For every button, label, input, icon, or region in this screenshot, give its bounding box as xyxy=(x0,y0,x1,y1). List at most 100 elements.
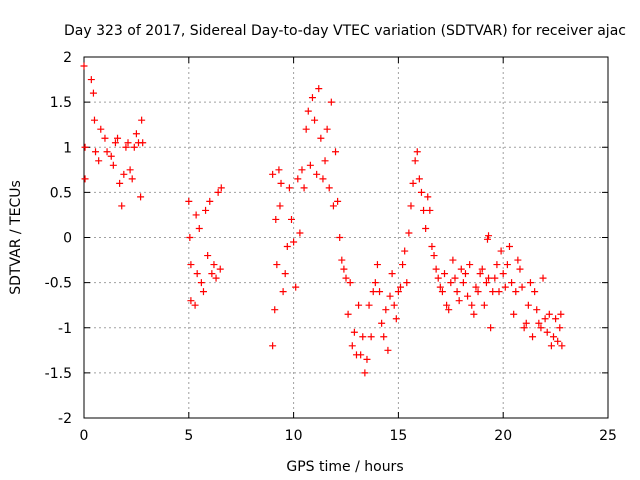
data-point-marker xyxy=(269,342,277,350)
data-point-marker xyxy=(342,274,350,282)
data-point-marker xyxy=(195,224,203,232)
data-point-marker xyxy=(499,270,507,278)
data-points xyxy=(80,62,566,377)
data-point-marker xyxy=(455,297,463,305)
data-point-marker xyxy=(474,288,482,296)
data-point-marker xyxy=(550,333,558,341)
data-point-marker xyxy=(386,292,394,300)
data-point-marker xyxy=(217,184,225,192)
data-point-marker xyxy=(281,270,289,278)
data-point-marker xyxy=(304,107,312,115)
y-tick-label: -1.5 xyxy=(45,366,72,382)
data-point-marker xyxy=(111,139,119,147)
data-point-marker xyxy=(340,265,348,273)
data-point-marker xyxy=(346,279,354,287)
data-point-marker xyxy=(214,188,222,196)
data-point-marker xyxy=(552,315,560,323)
data-point-marker xyxy=(384,346,392,354)
data-point-marker xyxy=(361,369,369,377)
data-point-marker xyxy=(447,279,455,287)
data-point-marker xyxy=(543,328,551,336)
data-point-marker xyxy=(192,211,200,219)
data-point-marker xyxy=(508,279,516,287)
data-point-marker xyxy=(380,333,388,341)
data-point-marker xyxy=(298,166,306,174)
data-point-marker xyxy=(409,179,417,187)
data-point-marker xyxy=(524,301,532,309)
data-point-marker xyxy=(459,279,467,287)
data-point-marker xyxy=(323,125,331,133)
data-point-marker xyxy=(210,261,218,269)
data-point-marker xyxy=(81,175,89,183)
data-point-marker xyxy=(422,224,430,232)
data-point-marker xyxy=(541,315,549,323)
data-point-marker xyxy=(120,170,128,178)
data-point-marker xyxy=(92,148,100,156)
data-point-marker xyxy=(357,351,365,359)
data-point-marker xyxy=(359,333,367,341)
data-point-marker xyxy=(512,288,520,296)
data-point-marker xyxy=(413,148,421,156)
data-point-marker xyxy=(470,310,478,318)
data-point-marker xyxy=(487,324,495,332)
data-point-marker xyxy=(483,235,491,243)
y-tick-label: 0 xyxy=(63,231,72,247)
data-point-marker xyxy=(464,292,472,300)
data-point-marker xyxy=(537,324,545,332)
data-point-marker xyxy=(283,243,291,251)
data-point-marker xyxy=(208,270,216,278)
y-tick-label: 0.5 xyxy=(50,185,72,201)
data-point-marker xyxy=(554,337,562,345)
data-point-marker xyxy=(344,310,352,318)
data-point-marker xyxy=(376,288,384,296)
data-point-marker xyxy=(424,193,432,201)
x-tick-label: 25 xyxy=(599,428,617,444)
data-point-marker xyxy=(206,197,214,205)
data-point-marker xyxy=(363,355,371,363)
data-point-marker xyxy=(403,279,411,287)
data-point-marker xyxy=(420,206,428,214)
data-point-marker xyxy=(411,157,419,165)
data-point-marker xyxy=(556,324,564,332)
data-point-marker xyxy=(124,139,132,147)
data-point-marker xyxy=(277,179,285,187)
data-point-marker xyxy=(285,184,293,192)
data-point-marker xyxy=(535,319,543,327)
data-point-marker xyxy=(321,157,329,165)
data-point-marker xyxy=(197,279,205,287)
data-point-marker xyxy=(531,288,539,296)
data-point-marker xyxy=(329,202,337,210)
data-point-marker xyxy=(288,215,296,223)
x-tick-label: 5 xyxy=(184,428,193,444)
y-axis-label: SDTVAR / TECUs xyxy=(8,180,24,295)
data-point-marker xyxy=(453,288,461,296)
data-point-marker xyxy=(438,288,446,296)
data-point-marker xyxy=(392,315,400,323)
data-point-marker xyxy=(300,184,308,192)
data-point-marker xyxy=(491,274,499,282)
data-point-marker xyxy=(191,301,199,309)
data-point-marker xyxy=(441,270,449,278)
data-point-marker xyxy=(204,252,212,260)
data-point-marker xyxy=(269,170,277,178)
chart-title: Day 323 of 2017, Sidereal Day-to-day VTE… xyxy=(64,23,626,39)
data-point-marker xyxy=(319,175,327,183)
data-point-marker xyxy=(348,342,356,350)
data-point-marker xyxy=(476,270,484,278)
data-point-marker xyxy=(292,283,300,291)
data-point-marker xyxy=(371,279,379,287)
data-point-marker xyxy=(290,238,298,246)
data-point-marker xyxy=(529,333,537,341)
data-point-marker xyxy=(501,283,509,291)
data-point-marker xyxy=(273,261,281,269)
grid-lines xyxy=(84,57,608,418)
data-point-marker xyxy=(276,202,284,210)
data-point-marker xyxy=(90,116,98,124)
data-point-marker xyxy=(365,301,373,309)
data-point-marker xyxy=(212,274,220,282)
data-point-marker xyxy=(355,301,363,309)
data-point-marker xyxy=(485,232,493,240)
data-point-marker xyxy=(118,202,126,210)
data-point-marker xyxy=(405,229,413,237)
axis-tick-labels: 0 5 10 15 20 25 -2 -1.5 -1 -0.5 0 0.5 1 1.5 2 xyxy=(45,50,617,444)
